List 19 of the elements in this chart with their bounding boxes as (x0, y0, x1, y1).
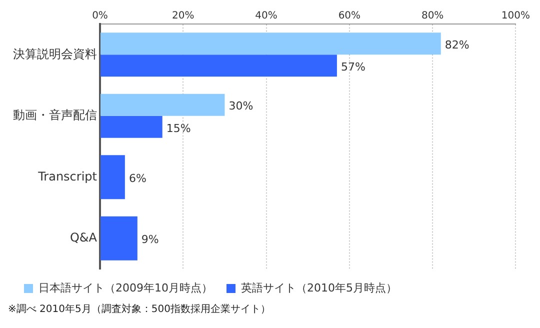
text: ※調べ 2010年5月（調査対象：500指数採用企業サイト） (8, 304, 272, 316)
y-tick-label: Q&A (70, 230, 98, 244)
data-label: 15% (166, 122, 191, 135)
legend-label: 英語サイト（2010年5月時点） (240, 281, 397, 294)
data-label: 57% (340, 60, 366, 74)
x-tick-label: 20% (172, 10, 194, 22)
x-tick-label: 0% (92, 10, 108, 22)
x-tick-label: 60% (338, 10, 361, 22)
x-tick-label: 100% (501, 10, 530, 22)
data-label: 6% (128, 172, 146, 185)
data-label: 30% (228, 100, 254, 113)
y-tick-label: Transcript (37, 169, 98, 184)
legend-label: 日本語サイト（2009年10月時点） (38, 281, 212, 294)
y-tick-label: 決算説明会資料 (13, 46, 97, 61)
x-tick-label: 80% (421, 10, 444, 22)
y-tick-label: 動画・音声配信 (13, 108, 97, 122)
data-label: 82% (444, 38, 470, 52)
data-label: 9% (141, 233, 159, 246)
x-tick-label: 40% (255, 10, 278, 22)
